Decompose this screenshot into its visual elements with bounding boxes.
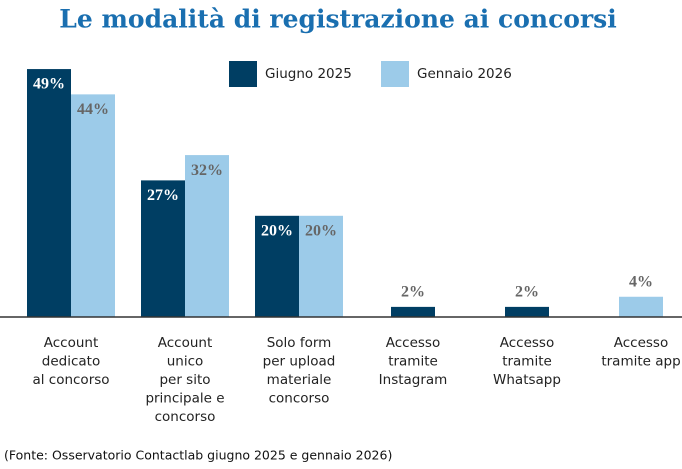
data-label: 44%	[77, 101, 109, 118]
bar	[299, 215, 343, 317]
data-label: 4%	[629, 273, 653, 290]
data-label: 32%	[191, 162, 223, 179]
source-note: (Fonte: Osservatorio Contactlab giugno 2…	[4, 448, 392, 463]
data-label: 20%	[261, 222, 293, 239]
bar	[619, 296, 663, 317]
chart-title: Le modalità di registrazione ai concorsi	[59, 5, 616, 34]
x-tick-label: Accesso tramite Whatsapp	[493, 335, 561, 388]
bar	[391, 306, 435, 317]
legend-swatch	[229, 61, 257, 87]
x-tick-label: Account unico per sito principale e concorso	[145, 335, 224, 425]
bar	[255, 215, 299, 317]
bar	[141, 180, 185, 317]
x-tick-label: Accesso tramite app	[601, 335, 680, 370]
x-tick-label: Account dedicato al concorso	[32, 335, 109, 388]
legend-label: Giugno 2025	[265, 66, 352, 82]
bar	[27, 69, 71, 317]
data-label: 2%	[515, 284, 539, 301]
x-tick-label: Solo form per upload materiale concorso	[263, 335, 336, 407]
data-label: 27%	[147, 187, 179, 204]
data-label: 2%	[401, 284, 425, 301]
legend-swatch	[381, 61, 409, 87]
bar	[71, 94, 115, 317]
legend-label: Gennaio 2026	[417, 66, 512, 82]
bar	[505, 306, 549, 317]
x-tick-label: Accesso tramite Instagram	[379, 335, 448, 388]
bar	[185, 155, 229, 317]
data-label: 49%	[33, 76, 65, 93]
data-label: 20%	[305, 222, 337, 239]
